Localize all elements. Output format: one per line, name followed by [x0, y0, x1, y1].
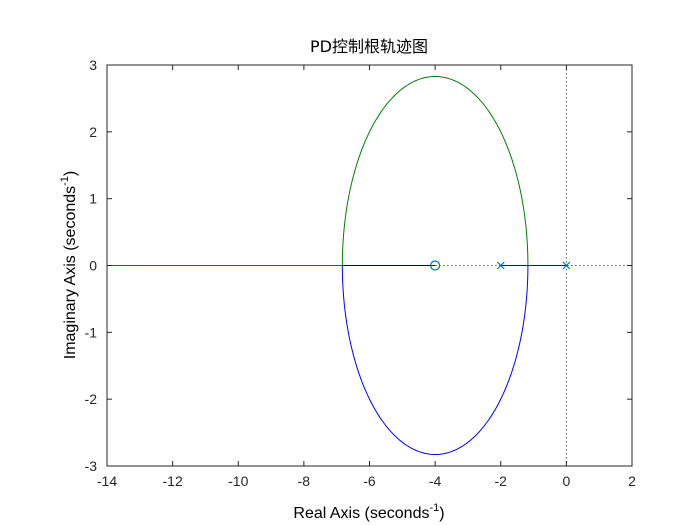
x-tick-label: -6 — [363, 473, 376, 489]
pole-zero-markers — [430, 260, 571, 271]
blue-branch-lower-arc — [341, 265, 529, 456]
pole-marker-1 — [562, 261, 571, 270]
x-tick-label: 0 — [562, 473, 570, 489]
y-tick-label: 2 — [89, 124, 97, 140]
x-axis-label-end: ) — [439, 505, 444, 522]
chart-title: PD控制根轨迹图 — [310, 37, 428, 56]
x-axis-label-main: Real Axis (seconds — [293, 505, 429, 522]
y-tick-label: -2 — [85, 391, 98, 407]
x-axis-label-sup: -1 — [429, 502, 439, 514]
pole-marker-stroke-b — [496, 261, 505, 270]
y-tick-label: -3 — [85, 458, 98, 474]
y-axis-label: Imaginary Axis (seconds-1) — [59, 171, 79, 360]
y-axis-label-end: ) — [62, 171, 79, 176]
zero-marker-0 — [430, 260, 441, 271]
x-tick-label: -14 — [97, 473, 117, 489]
x-tick-label: -2 — [495, 473, 508, 489]
y-tick-label: 3 — [89, 57, 97, 73]
x-tick-label: -12 — [163, 473, 183, 489]
y-tick-label: 1 — [89, 191, 97, 207]
y-axis-label-main: Imaginary Axis (seconds — [62, 186, 79, 359]
green-branch-upper-arc — [341, 75, 529, 266]
x-axis-label: Real Axis (seconds-1) — [293, 502, 444, 522]
y-axis-label-sup: -1 — [59, 176, 71, 186]
pole-marker-0 — [496, 261, 505, 270]
y-tick-label: -1 — [85, 324, 98, 340]
locus-branches — [107, 75, 567, 456]
x-tick-label: -4 — [429, 473, 442, 489]
pole-marker-stroke-b — [562, 261, 571, 270]
y-tick-label: 0 — [89, 258, 97, 274]
x-tick-label: 2 — [628, 473, 636, 489]
x-tick-label: -8 — [298, 473, 311, 489]
x-tick-label: -10 — [228, 473, 248, 489]
